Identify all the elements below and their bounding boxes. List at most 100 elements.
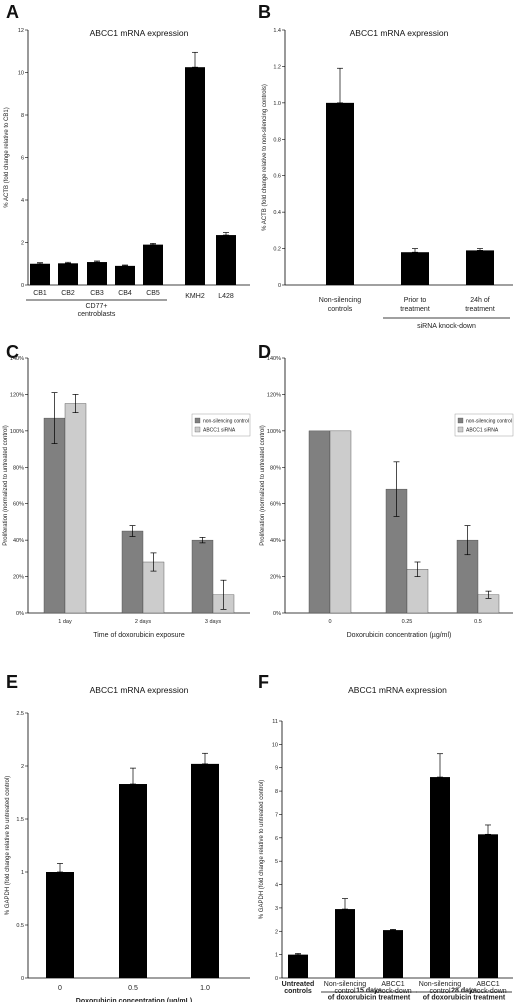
y-tick-label: 7: [275, 812, 278, 818]
panel-e: E ABCC1 mRNA expression 0 0.5 1 1.5 2 2.5 % GAPD…: [5, 672, 250, 1002]
y-tick-label: 0: [21, 976, 24, 982]
y-tick-label: 4: [21, 198, 24, 204]
x-tick-label-line: knock-down: [374, 988, 411, 995]
x-tick-label-line: Non-silencing: [319, 297, 362, 304]
chart-title: ABCC1 mRNA expression: [348, 685, 447, 695]
y-tick-label: 20%: [270, 575, 281, 581]
y-axis-label: % ACTB (fold change relative to CB1): [4, 107, 10, 207]
group-label: siRNA knock-down: [417, 323, 476, 330]
y-tick-label: 12: [18, 28, 24, 34]
x-tick-label: CB5: [146, 290, 160, 297]
y-tick-label: 3: [275, 906, 278, 912]
bar-6: [216, 235, 236, 285]
x-tick-label-line: Non-silencing: [324, 981, 367, 988]
x-tick-label: CB3: [90, 290, 104, 297]
bar-0: [30, 263, 50, 285]
x-tick-label-line: ABCC1: [381, 981, 404, 988]
bar-0-0: [43, 417, 66, 614]
y-tick-label: 0.8: [273, 137, 281, 143]
y-tick-label: 9: [275, 766, 278, 772]
bar-1: [335, 909, 355, 978]
y-tick-label: 40%: [13, 538, 24, 544]
bar-4: [143, 244, 163, 285]
y-tick-label: 2: [21, 764, 24, 770]
bar-4: [478, 834, 498, 978]
legend-swatch: [194, 426, 201, 433]
bar-1-0: [329, 430, 352, 614]
x-tick-label-line: control: [334, 988, 355, 995]
legend: non-silencing control ABCC1 siRNA: [191, 413, 251, 437]
bar-0: [46, 872, 74, 978]
y-axis-label: % GAPDH (fold change relative to untreat…: [259, 780, 265, 919]
chart-title: ABCC1 mRNA expression: [90, 28, 189, 38]
y-tick-label: 80%: [13, 465, 24, 471]
x-tick-label-line: Prior to: [404, 297, 427, 304]
y-tick-label: 40%: [270, 538, 281, 544]
chart-title: ABCC1 mRNA expression: [350, 28, 449, 38]
x-tick-label-line: Non-silencing: [419, 981, 462, 988]
panel-c: C 0% 20% 40% 60% 80% 100% 120% 140% Proliferation…: [3, 342, 251, 639]
x-tick-label: 1.0: [200, 985, 210, 992]
group-label: centroblasts: [78, 311, 116, 318]
x-tick-label: KMH2: [185, 293, 205, 300]
y-tick-label: 2.5: [16, 711, 24, 717]
x-tick-label: 0.25: [402, 619, 413, 625]
x-tick-label-line: treatment: [400, 306, 430, 313]
x-tick-label: 0: [58, 985, 62, 992]
y-tick-label: 1.5: [16, 817, 24, 823]
panel-label: F: [258, 672, 269, 692]
x-axis-label: Doxorubicin concentration (µg/ml): [347, 632, 452, 639]
panel-label: A: [6, 2, 19, 22]
legend-swatch: [194, 417, 201, 424]
y-tick-label: 0.2: [273, 247, 281, 253]
y-tick-label: 0.6: [273, 174, 281, 180]
bar-0-2: [191, 539, 214, 614]
x-tick-label-line: knock-down: [469, 988, 506, 995]
legend-box: [454, 413, 514, 437]
bar-0: [326, 102, 354, 285]
x-tick-label-line: Untreated: [282, 981, 315, 988]
bar-3: [115, 265, 135, 285]
bar-1-0: [64, 403, 87, 614]
y-tick-label: 0: [275, 976, 278, 982]
panel-label: D: [258, 342, 271, 362]
legend-label: ABCC1 siRNA: [466, 428, 499, 434]
panel-b: B ABCC1 mRNA expression 0 0.2 0.4 0.6 0.8 1.0 1.…: [258, 2, 513, 330]
y-tick-label: 4: [275, 883, 278, 889]
y-tick-label: 8: [21, 113, 24, 119]
x-tick-label: CB1: [33, 290, 47, 297]
y-tick-label: 0%: [16, 611, 24, 617]
group-label-line: 15 days: [356, 988, 382, 995]
x-tick-label: 0.5: [474, 619, 482, 625]
x-tick-label-line: 24h of: [470, 297, 490, 304]
y-tick-label: 1.2: [273, 64, 281, 70]
y-tick-label: 80%: [270, 465, 281, 471]
panel-a: A ABCC1 mRNA expression 0 2 4 6 8 10 12 % ACTB (f…: [4, 2, 250, 318]
y-tick-label: 10: [18, 71, 24, 77]
x-tick-label: Prior to treatment: [400, 297, 430, 313]
bar-1: [58, 263, 78, 285]
x-tick-label-line: control: [429, 988, 450, 995]
x-tick-label-line: controls: [284, 988, 312, 995]
y-tick-label: 6: [21, 156, 24, 162]
x-tick-label: 24h of treatment: [465, 297, 495, 313]
legend-box: [191, 413, 251, 437]
y-tick-label: 0: [278, 283, 281, 289]
y-axis-label: % GAPDH (fold change relative to untreat…: [5, 776, 11, 915]
y-axis-label: % ACTB (fold change relative to non-sile…: [262, 84, 268, 231]
x-tick-label: 3 days: [205, 619, 221, 625]
y-tick-label: 6: [275, 836, 278, 842]
y-tick-label: 0: [21, 283, 24, 289]
bar-5: [185, 67, 205, 285]
y-tick-label: 0.4: [273, 210, 281, 216]
x-tick-label-line: treatment: [465, 306, 495, 313]
y-tick-label: 60%: [13, 502, 24, 508]
group-label-line: 28 days: [451, 988, 477, 995]
x-tick-label: 0.5: [128, 985, 138, 992]
